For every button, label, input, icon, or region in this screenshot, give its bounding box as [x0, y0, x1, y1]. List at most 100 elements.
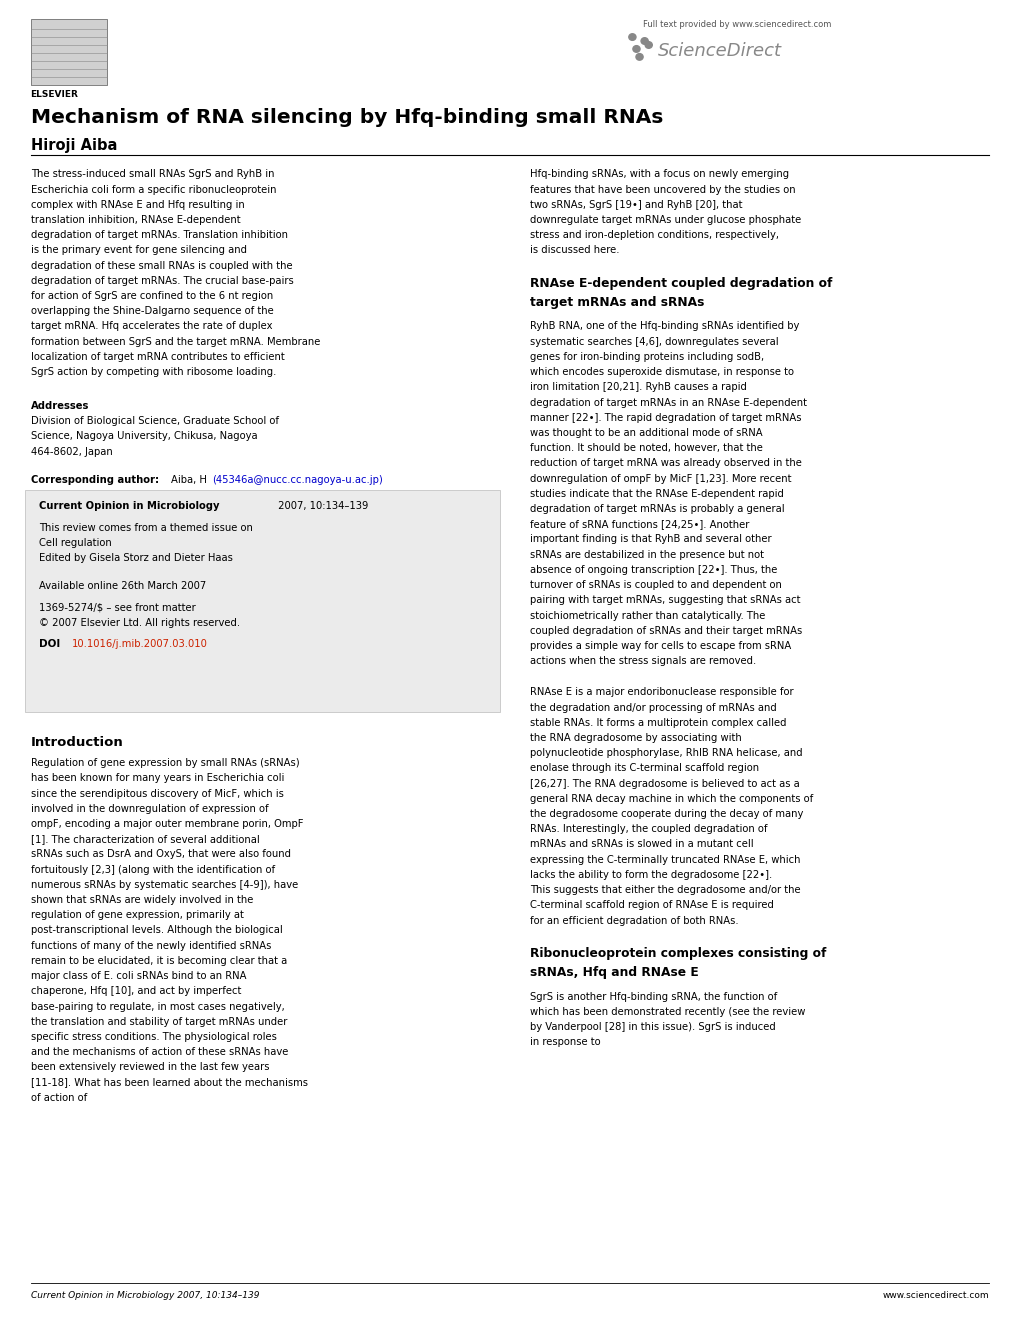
Text: RNAse E-dependent coupled degradation of: RNAse E-dependent coupled degradation of	[530, 277, 832, 290]
Text: genes for iron-binding proteins including sodB,: genes for iron-binding proteins includin…	[530, 352, 764, 363]
Text: expressing the C-terminally truncated RNAse E, which: expressing the C-terminally truncated RN…	[530, 855, 800, 865]
Text: since the serendipitous discovery of MicF, which is: since the serendipitous discovery of Mic…	[31, 789, 283, 799]
Text: general RNA decay machine in which the components of: general RNA decay machine in which the c…	[530, 794, 813, 804]
Text: ompF, encoding a major outer membrane porin, OmpF: ompF, encoding a major outer membrane po…	[31, 819, 303, 830]
Text: This suggests that either the degradosome and/or the: This suggests that either the degradosom…	[530, 885, 800, 896]
Text: overlapping the Shine-Dalgarno sequence of the: overlapping the Shine-Dalgarno sequence …	[31, 306, 273, 316]
Text: provides a simple way for cells to escape from sRNA: provides a simple way for cells to escap…	[530, 640, 791, 651]
Text: numerous sRNAs by systematic searches [4-9]), have: numerous sRNAs by systematic searches [4…	[31, 880, 298, 890]
Text: degradation of target mRNAs. Translation inhibition: degradation of target mRNAs. Translation…	[31, 230, 287, 241]
Text: absence of ongoing transcription [22•]. Thus, the: absence of ongoing transcription [22•]. …	[530, 565, 777, 576]
Text: mRNAs and sRNAs is slowed in a mutant cell: mRNAs and sRNAs is slowed in a mutant ce…	[530, 839, 753, 849]
Text: C-terminal scaffold region of RNAse E is required: C-terminal scaffold region of RNAse E is…	[530, 900, 773, 910]
Text: enolase through its C-terminal scaffold region: enolase through its C-terminal scaffold …	[530, 763, 759, 774]
Text: the RNA degradosome by associating with: the RNA degradosome by associating with	[530, 733, 742, 744]
Text: fortuitously [2,3] (along with the identification of: fortuitously [2,3] (along with the ident…	[31, 864, 274, 875]
Text: of action of: of action of	[31, 1093, 87, 1103]
FancyBboxPatch shape	[25, 490, 499, 712]
Text: Available online 26th March 2007: Available online 26th March 2007	[39, 581, 206, 591]
Text: in response to: in response to	[530, 1037, 600, 1048]
Text: Full text provided by www.sciencedirect.com: Full text provided by www.sciencedirect.…	[642, 20, 830, 29]
Text: for an efficient degradation of both RNAs.: for an efficient degradation of both RNA…	[530, 916, 739, 926]
Ellipse shape	[636, 54, 643, 60]
Text: 464-8602, Japan: 464-8602, Japan	[31, 446, 112, 456]
Text: iron limitation [20,21]. RyhB causes a rapid: iron limitation [20,21]. RyhB causes a r…	[530, 382, 747, 393]
Text: Corresponding author:: Corresponding author:	[31, 475, 159, 486]
Text: function. It should be noted, however, that the: function. It should be noted, however, t…	[530, 443, 762, 454]
Text: chaperone, Hfq [10], and act by imperfect: chaperone, Hfq [10], and act by imperfec…	[31, 986, 240, 996]
Text: formation between SgrS and the target mRNA. Membrane: formation between SgrS and the target mR…	[31, 336, 320, 347]
Text: Introduction: Introduction	[31, 736, 123, 749]
Text: Escherichia coli form a specific ribonucleoprotein: Escherichia coli form a specific ribonuc…	[31, 184, 276, 194]
Text: complex with RNAse E and Hfq resulting in: complex with RNAse E and Hfq resulting i…	[31, 200, 245, 210]
Text: is the primary event for gene silencing and: is the primary event for gene silencing …	[31, 245, 247, 255]
Text: Aiba, H: Aiba, H	[171, 475, 207, 486]
Text: regulation of gene expression, primarily at: regulation of gene expression, primarily…	[31, 910, 244, 921]
Text: stoichiometrically rather than catalytically. The: stoichiometrically rather than catalytic…	[530, 610, 765, 620]
Text: RNAse E is a major endoribonuclease responsible for: RNAse E is a major endoribonuclease resp…	[530, 687, 793, 697]
Text: SgrS action by competing with ribosome loading.: SgrS action by competing with ribosome l…	[31, 366, 276, 377]
Text: Cell regulation: Cell regulation	[39, 537, 111, 548]
Text: base-pairing to regulate, in most cases negatively,: base-pairing to regulate, in most cases …	[31, 1002, 284, 1012]
Text: sRNAs such as DsrA and OxyS, that were also found: sRNAs such as DsrA and OxyS, that were a…	[31, 849, 290, 860]
Text: sRNAs are destabilized in the presence but not: sRNAs are destabilized in the presence b…	[530, 549, 763, 560]
Text: post-transcriptional levels. Although the biological: post-transcriptional levels. Although th…	[31, 925, 282, 935]
Text: The stress-induced small RNAs SgrS and RyhB in: The stress-induced small RNAs SgrS and R…	[31, 169, 274, 180]
Text: downregulate target mRNAs under glucose phosphate: downregulate target mRNAs under glucose …	[530, 214, 801, 225]
Text: stress and iron-depletion conditions, respectively,: stress and iron-depletion conditions, re…	[530, 230, 779, 241]
Text: stable RNAs. It forms a multiprotein complex called: stable RNAs. It forms a multiprotein com…	[530, 717, 786, 728]
Ellipse shape	[628, 33, 636, 40]
Text: target mRNA. Hfq accelerates the rate of duplex: target mRNA. Hfq accelerates the rate of…	[31, 321, 272, 332]
Text: which has been demonstrated recently (see the review: which has been demonstrated recently (se…	[530, 1007, 805, 1017]
Text: RNAs. Interestingly, the coupled degradation of: RNAs. Interestingly, the coupled degrada…	[530, 824, 767, 835]
Text: Ribonucleoprotein complexes consisting of: Ribonucleoprotein complexes consisting o…	[530, 946, 826, 959]
Text: major class of E. coli sRNAs bind to an RNA: major class of E. coli sRNAs bind to an …	[31, 971, 246, 982]
Text: ELSEVIER: ELSEVIER	[31, 90, 78, 99]
Text: the translation and stability of target mRNAs under: the translation and stability of target …	[31, 1016, 286, 1027]
Text: localization of target mRNA contributes to efficient: localization of target mRNA contributes …	[31, 352, 284, 363]
Text: Addresses: Addresses	[31, 401, 89, 411]
Text: degradation of target mRNAs. The crucial base-pairs: degradation of target mRNAs. The crucial…	[31, 275, 293, 286]
Text: functions of many of the newly identified sRNAs: functions of many of the newly identifie…	[31, 941, 271, 951]
Text: RyhB RNA, one of the Hfq-binding sRNAs identified by: RyhB RNA, one of the Hfq-binding sRNAs i…	[530, 321, 799, 332]
Text: pairing with target mRNAs, suggesting that sRNAs act: pairing with target mRNAs, suggesting th…	[530, 595, 800, 606]
Text: Science, Nagoya University, Chikusa, Nagoya: Science, Nagoya University, Chikusa, Nag…	[31, 431, 257, 442]
Text: lacks the ability to form the degradosome [22•].: lacks the ability to form the degradosom…	[530, 869, 772, 880]
Text: been extensively reviewed in the last few years: been extensively reviewed in the last fe…	[31, 1062, 269, 1073]
Text: downregulation of ompF by MicF [1,23]. More recent: downregulation of ompF by MicF [1,23]. M…	[530, 474, 791, 484]
Text: turnover of sRNAs is coupled to and dependent on: turnover of sRNAs is coupled to and depe…	[530, 579, 782, 590]
Text: two sRNAs, SgrS [19•] and RyhB [20], that: two sRNAs, SgrS [19•] and RyhB [20], tha…	[530, 200, 742, 210]
Text: [1]. The characterization of several additional: [1]. The characterization of several add…	[31, 833, 259, 844]
Text: by Vanderpool [28] in this issue). SgrS is induced: by Vanderpool [28] in this issue). SgrS …	[530, 1021, 775, 1032]
Text: Edited by Gisela Storz and Dieter Haas: Edited by Gisela Storz and Dieter Haas	[39, 553, 232, 564]
Text: involved in the downregulation of expression of: involved in the downregulation of expres…	[31, 803, 268, 814]
Text: degradation of these small RNAs is coupled with the: degradation of these small RNAs is coupl…	[31, 261, 291, 271]
Text: degradation of target mRNAs in an RNAse E-dependent: degradation of target mRNAs in an RNAse …	[530, 397, 807, 407]
Text: This review comes from a themed issue on: This review comes from a themed issue on	[39, 523, 253, 533]
Text: manner [22•]. The rapid degradation of target mRNAs: manner [22•]. The rapid degradation of t…	[530, 413, 801, 423]
Text: for action of SgrS are confined to the 6 nt region: for action of SgrS are confined to the 6…	[31, 291, 273, 302]
Text: degradation of target mRNAs is probably a general: degradation of target mRNAs is probably …	[530, 504, 785, 515]
Text: shown that sRNAs are widely involved in the: shown that sRNAs are widely involved in …	[31, 894, 253, 905]
Ellipse shape	[641, 37, 648, 44]
Text: www.sciencedirect.com: www.sciencedirect.com	[881, 1291, 988, 1301]
Text: Hiroji Aiba: Hiroji Aiba	[31, 138, 117, 152]
Text: reduction of target mRNA was already observed in the: reduction of target mRNA was already obs…	[530, 458, 802, 468]
Text: actions when the stress signals are removed.: actions when the stress signals are remo…	[530, 656, 756, 667]
Text: is discussed here.: is discussed here.	[530, 245, 620, 255]
Text: 1369-5274/$ – see front matter: 1369-5274/$ – see front matter	[39, 602, 196, 613]
Text: specific stress conditions. The physiological roles: specific stress conditions. The physiolo…	[31, 1032, 276, 1043]
Text: features that have been uncovered by the studies on: features that have been uncovered by the…	[530, 184, 795, 194]
Text: (45346a@nucc.cc.nagoya-u.ac.jp): (45346a@nucc.cc.nagoya-u.ac.jp)	[212, 475, 382, 486]
Text: [26,27]. The RNA degradosome is believed to act as a: [26,27]. The RNA degradosome is believed…	[530, 778, 799, 789]
Text: was thought to be an additional mode of sRNA: was thought to be an additional mode of …	[530, 427, 762, 438]
Text: the degradosome cooperate during the decay of many: the degradosome cooperate during the dec…	[530, 808, 803, 819]
Text: ScienceDirect: ScienceDirect	[657, 42, 782, 61]
Text: [11-18]. What has been learned about the mechanisms: [11-18]. What has been learned about the…	[31, 1077, 308, 1088]
Text: Current Opinion in Microbiology 2007, 10:134–139: Current Opinion in Microbiology 2007, 10…	[31, 1291, 259, 1301]
Text: which encodes superoxide dismutase, in response to: which encodes superoxide dismutase, in r…	[530, 366, 794, 377]
Text: has been known for many years in Escherichia coli: has been known for many years in Escheri…	[31, 773, 283, 783]
Text: feature of sRNA functions [24,25•]. Another: feature of sRNA functions [24,25•]. Anot…	[530, 519, 749, 529]
Text: polynucleotide phosphorylase, RhlB RNA helicase, and: polynucleotide phosphorylase, RhlB RNA h…	[530, 747, 802, 758]
Text: the degradation and/or processing of mRNAs and: the degradation and/or processing of mRN…	[530, 703, 776, 713]
